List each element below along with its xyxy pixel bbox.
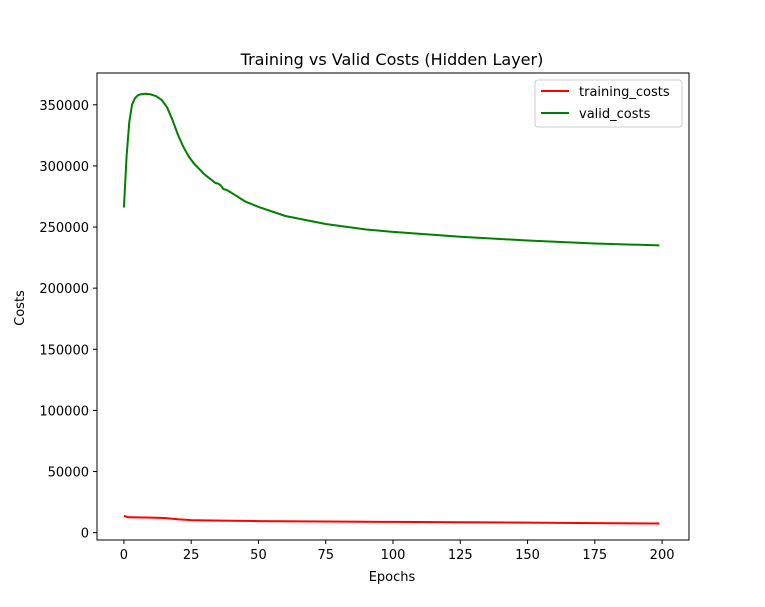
x-tick-label: 75	[317, 548, 334, 563]
legend-label-training_costs: training_costs	[579, 85, 670, 100]
chart-title: Training vs Valid Costs (Hidden Layer)	[240, 50, 544, 69]
x-tick-label: 0	[120, 548, 128, 563]
x-tick-label: 125	[448, 548, 473, 563]
x-axis-label: Epochs	[369, 570, 416, 585]
x-tick-label: 100	[381, 548, 406, 563]
x-tick-label: 50	[250, 548, 267, 563]
x-tick-label: 175	[582, 548, 607, 563]
series-line-valid_costs	[122, 92, 660, 247]
series-line-training_costs	[123, 514, 660, 525]
y-tick-label: 100000	[39, 404, 89, 419]
y-tick-label: 150000	[39, 343, 89, 358]
x-tick-label: 25	[183, 548, 200, 563]
y-tick-label: 0	[81, 527, 89, 542]
y-tick-label: 200000	[39, 282, 89, 297]
y-axis-label: Costs	[13, 290, 28, 326]
y-tick-label: 350000	[39, 99, 89, 114]
legend-label-valid_costs: valid_costs	[579, 107, 651, 122]
x-tick-label: 150	[515, 548, 540, 563]
y-tick-label: 50000	[48, 466, 89, 481]
x-tick-label: 200	[650, 548, 675, 563]
legend-box	[534, 79, 683, 128]
y-tick-label: 300000	[39, 160, 89, 175]
y-tick-label: 250000	[39, 221, 89, 236]
